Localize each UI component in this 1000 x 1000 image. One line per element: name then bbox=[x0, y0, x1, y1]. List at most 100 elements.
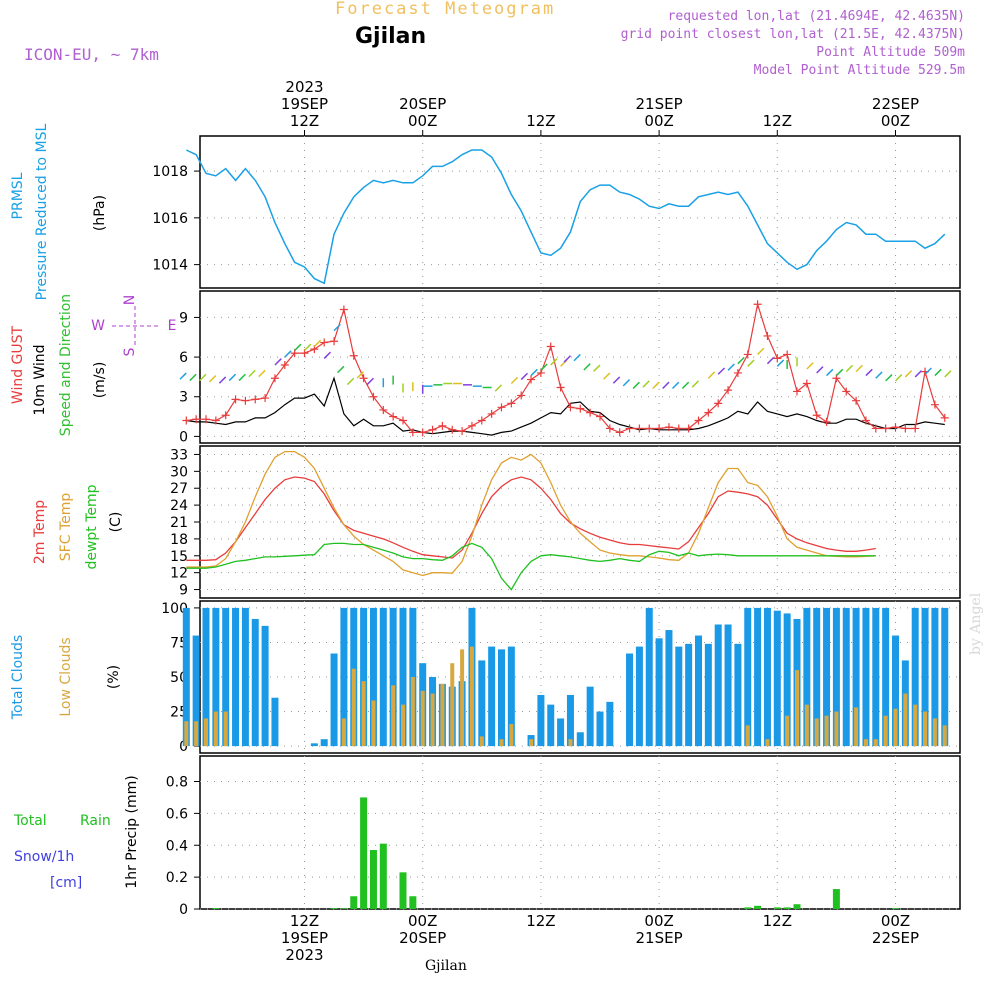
gust-marker bbox=[605, 424, 614, 433]
top-time-label: 2023 bbox=[285, 78, 323, 96]
wind-arrow bbox=[855, 364, 863, 373]
precip-bar bbox=[369, 850, 377, 909]
precip-bar bbox=[754, 905, 762, 909]
gust-marker bbox=[270, 374, 279, 383]
low-cloud-bar bbox=[420, 690, 425, 747]
gust-marker bbox=[743, 350, 752, 359]
total-cloud-bar bbox=[911, 607, 919, 747]
bottom-time-label: 12Z bbox=[526, 912, 555, 930]
pressure-label-1: PRMSL bbox=[10, 172, 26, 219]
y-tick-label: 1018 bbox=[152, 164, 188, 180]
low-cloud-bar bbox=[204, 718, 208, 747]
sfc-label: SFC Temp bbox=[58, 493, 74, 562]
wind-arrow bbox=[284, 350, 292, 358]
y-tick-label: 6 bbox=[179, 350, 188, 366]
y-tick-label: 0 bbox=[179, 739, 188, 755]
gust-marker bbox=[842, 387, 851, 396]
gust-label: Wind GUST bbox=[10, 325, 26, 404]
y-tick-label: 0 bbox=[179, 902, 188, 918]
rain-label-rain: Rain bbox=[80, 813, 111, 829]
model-altitude: Model Point Altitude 529.5m bbox=[753, 63, 965, 78]
gust-marker bbox=[822, 417, 831, 426]
total-cloud-bar bbox=[202, 607, 210, 747]
total-cloud-bar bbox=[576, 732, 584, 747]
gust-marker bbox=[418, 428, 427, 437]
y-tick-label: 0.4 bbox=[166, 838, 188, 854]
top-time-label: 19SEP bbox=[281, 95, 328, 113]
gust-marker bbox=[714, 399, 723, 408]
gust-marker bbox=[182, 416, 191, 425]
low-cloud-bar bbox=[834, 711, 839, 747]
low-cloud-bar bbox=[361, 681, 366, 747]
wind-arrow bbox=[218, 376, 227, 384]
gust-marker bbox=[280, 361, 289, 370]
wind-arrow bbox=[238, 373, 246, 382]
total-cloud-bar bbox=[941, 607, 949, 747]
total-cloud-bar bbox=[832, 607, 840, 747]
total-cloud-bar bbox=[773, 610, 781, 747]
low-cloud-bar bbox=[804, 704, 809, 747]
sfc-temp-line bbox=[186, 450, 876, 577]
total-cloud-bar bbox=[734, 643, 742, 747]
total-cloud-bar bbox=[310, 743, 318, 747]
total-cloud-bar bbox=[714, 624, 722, 747]
wind-arrow bbox=[563, 355, 571, 363]
wind-arrow bbox=[691, 380, 700, 388]
total-cloud-bar bbox=[645, 607, 653, 747]
wind-arrow bbox=[550, 358, 558, 366]
y-tick-label: 15 bbox=[170, 549, 188, 565]
wind-arrow bbox=[757, 347, 765, 355]
low-cloud-bar bbox=[391, 685, 396, 747]
gust-marker bbox=[487, 409, 496, 418]
low-cloud-bar bbox=[351, 668, 356, 747]
total-cloud-bar bbox=[685, 643, 693, 747]
wind-arrow bbox=[494, 384, 503, 392]
gust-marker bbox=[881, 424, 890, 433]
y-tick-label: 0.8 bbox=[166, 775, 188, 791]
gust-marker bbox=[852, 396, 861, 405]
dewpt-line bbox=[186, 542, 876, 591]
precip-bar bbox=[399, 872, 407, 909]
point-altitude: Point Altitude 509m bbox=[816, 45, 965, 60]
gust-marker bbox=[911, 424, 920, 433]
total-cloud-bar bbox=[931, 607, 939, 747]
total-cloud-bar bbox=[498, 649, 505, 747]
low-clouds-label: Low Clouds bbox=[58, 637, 74, 716]
gust-marker bbox=[586, 408, 595, 417]
gust-marker bbox=[763, 331, 772, 340]
gust-marker bbox=[793, 387, 801, 396]
total-cloud-bar bbox=[704, 643, 712, 747]
total-cloud-bar bbox=[182, 607, 190, 747]
gust-marker bbox=[221, 411, 230, 420]
total-cloud-bar bbox=[399, 607, 407, 747]
y-tick-label: 9 bbox=[179, 310, 188, 326]
gust-marker bbox=[724, 386, 733, 395]
wind-arrow bbox=[346, 377, 355, 386]
temp-unit: (C) bbox=[108, 512, 124, 533]
gust-marker bbox=[645, 424, 654, 433]
wind-arrow bbox=[875, 371, 883, 379]
gust-marker bbox=[379, 405, 388, 414]
wind-arrow bbox=[583, 363, 591, 371]
total-cloud-bar bbox=[232, 607, 240, 747]
low-cloud-bar bbox=[765, 739, 770, 747]
y-tick-label: 1014 bbox=[152, 258, 188, 274]
top-time-label: 21SEP bbox=[636, 95, 683, 113]
total-cloud-bar bbox=[823, 607, 831, 747]
total-cloud-bar bbox=[892, 635, 899, 747]
gust-marker bbox=[566, 403, 575, 412]
total-cloud-bar bbox=[665, 630, 673, 747]
y-tick-label: 18 bbox=[170, 532, 188, 548]
total-cloud-bar bbox=[566, 694, 574, 747]
wind-arrow bbox=[865, 368, 873, 377]
gust-marker bbox=[940, 413, 949, 422]
low-cloud-bar bbox=[499, 739, 504, 747]
wind-arrow bbox=[612, 376, 621, 384]
total-cloud-bar bbox=[862, 607, 870, 747]
wind-arrow bbox=[313, 339, 322, 348]
gust-marker bbox=[664, 423, 673, 432]
top-time-label: 00Z bbox=[408, 112, 437, 130]
low-cloud-bar bbox=[785, 715, 790, 747]
top-time-label: 20SEP bbox=[399, 95, 446, 113]
wind-arrow bbox=[671, 381, 680, 390]
